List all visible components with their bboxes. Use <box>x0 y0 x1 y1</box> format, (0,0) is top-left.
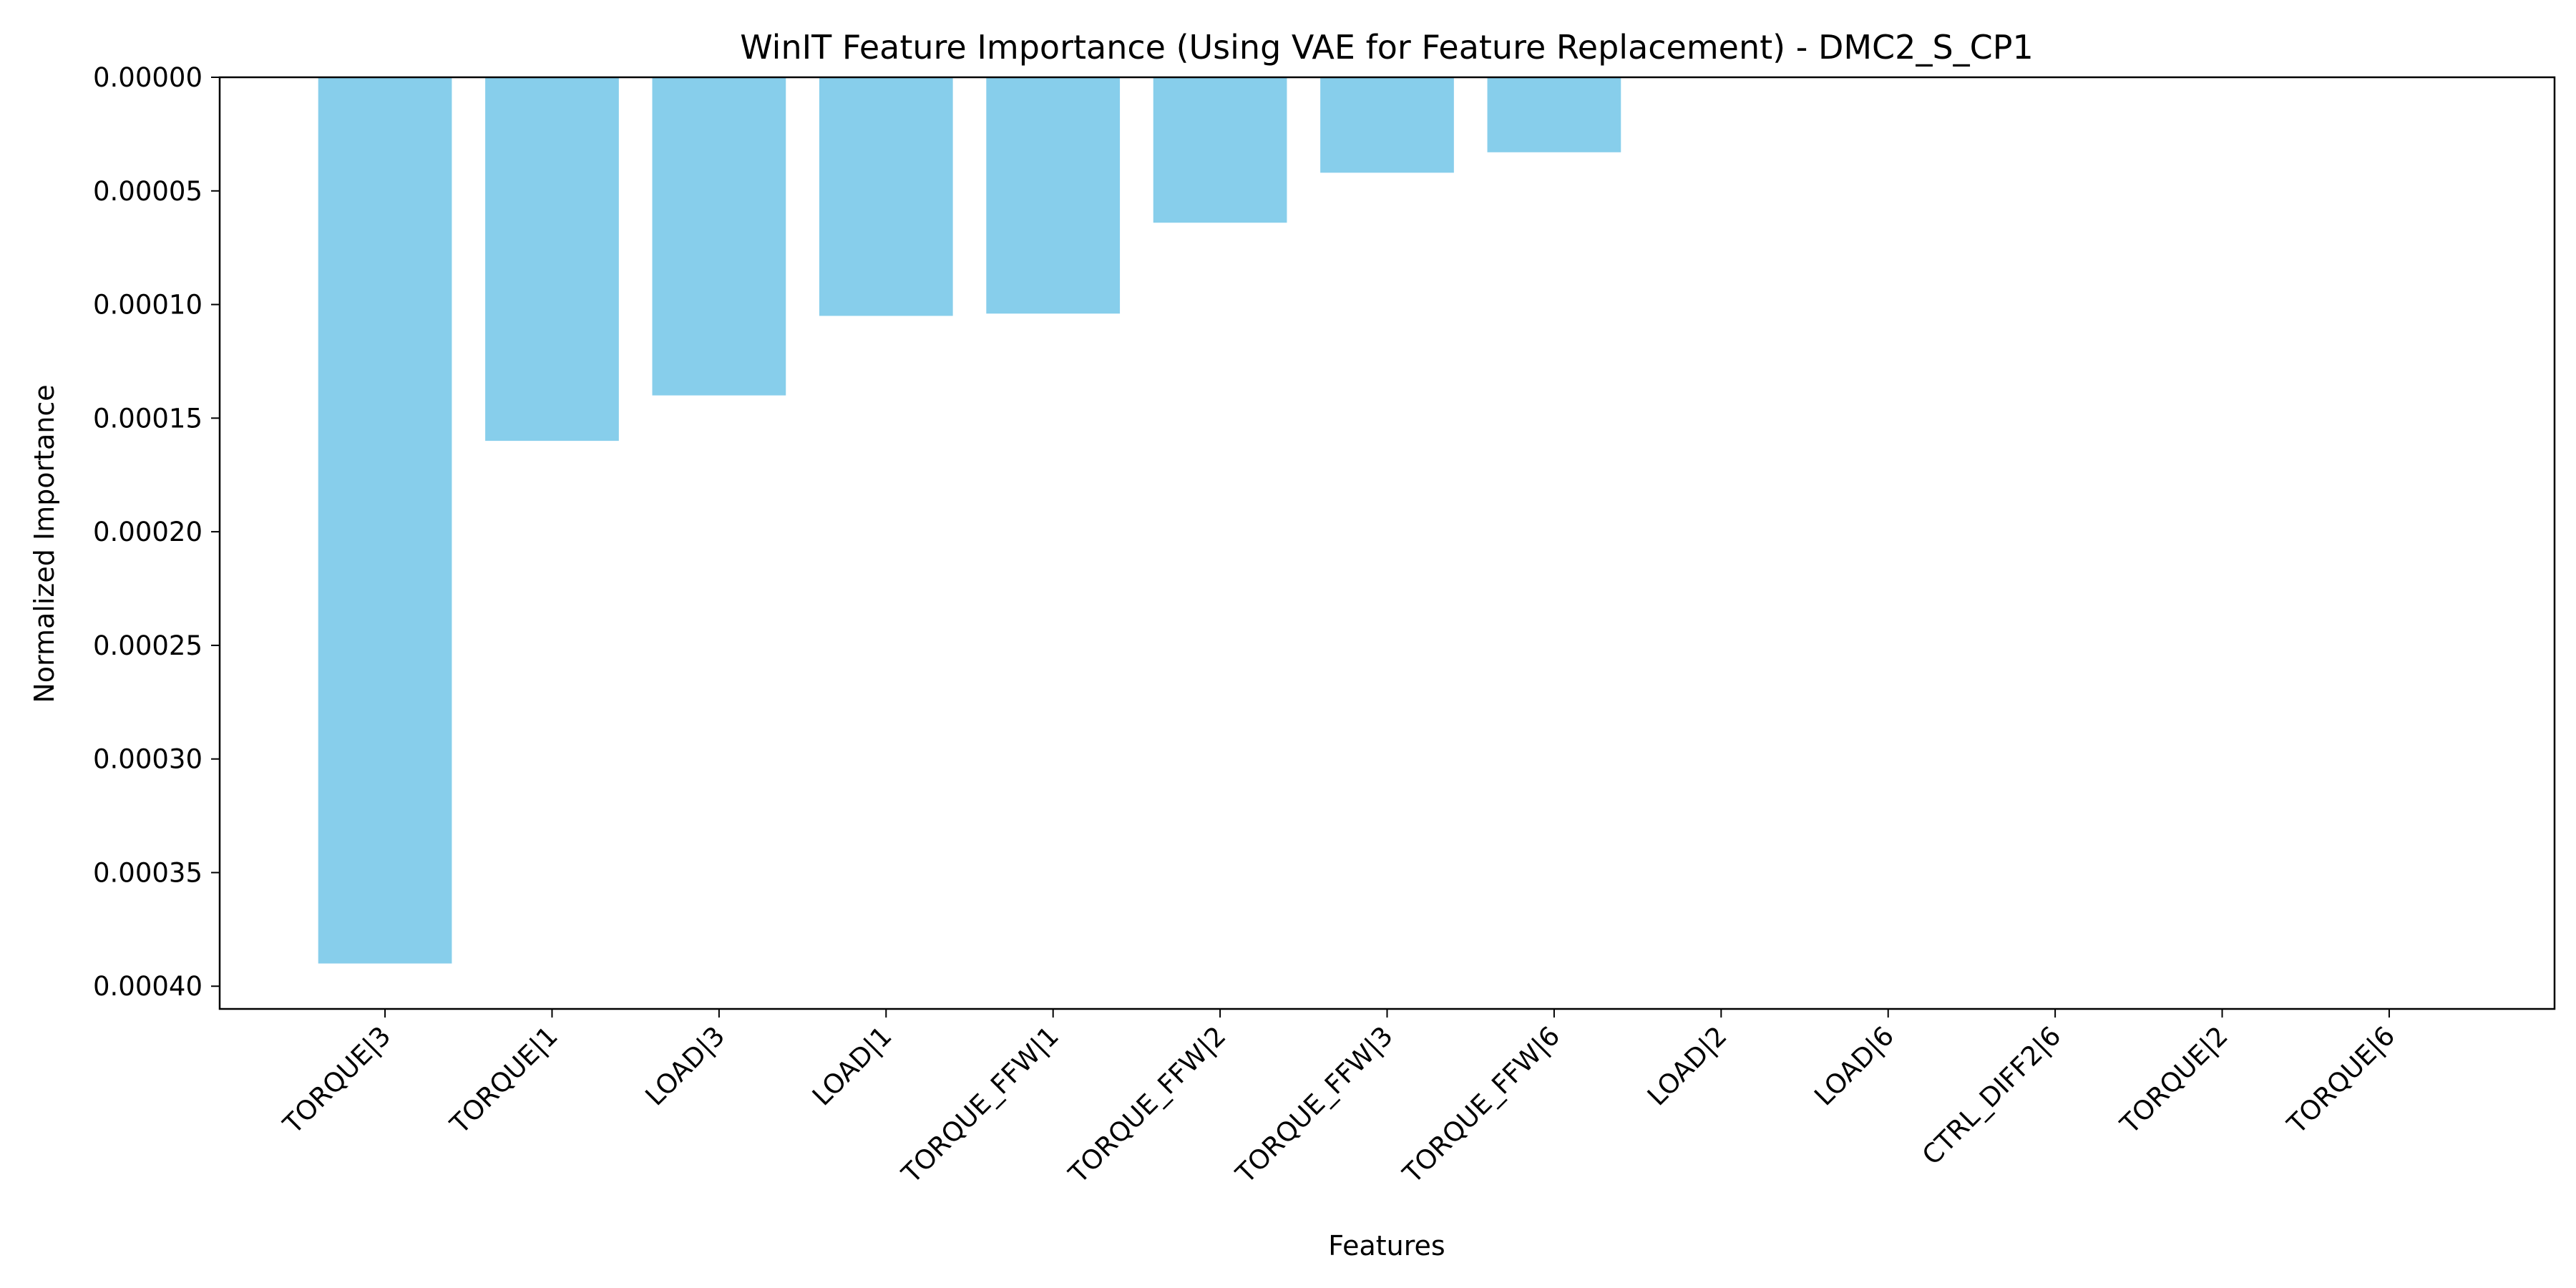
bar <box>1320 77 1454 173</box>
bar <box>986 77 1121 314</box>
bar <box>819 77 953 316</box>
y-tick-label: 0.00000 <box>93 62 203 93</box>
plot-frame <box>218 76 2556 1010</box>
y-tick-label: 0.00035 <box>93 857 203 888</box>
y-tick-label: 0.00015 <box>93 403 203 434</box>
bar <box>485 77 619 441</box>
bar <box>1153 77 1287 223</box>
bars-layer <box>318 77 1621 964</box>
y-tick-label: 0.00040 <box>93 971 203 1002</box>
y-axis-label: Normalized Importance <box>29 384 60 703</box>
bar <box>652 77 786 396</box>
bar <box>318 77 452 964</box>
chart-title: WinIT Feature Importance (Using VAE for … <box>740 28 2034 67</box>
y-tick-label: 0.00010 <box>93 290 203 321</box>
x-axis-label: Features <box>1328 1230 1445 1262</box>
y-tick-label: 0.00025 <box>93 630 203 661</box>
y-tick-label: 0.00020 <box>93 517 203 547</box>
y-axis-ticks: 0.00000 0.00005 0.00010 0.00015 0.00020 0.000… <box>93 62 220 1002</box>
y-tick-label: 0.00030 <box>93 744 203 775</box>
y-tick-label: 0.00005 <box>93 176 203 207</box>
bar <box>1487 77 1621 152</box>
